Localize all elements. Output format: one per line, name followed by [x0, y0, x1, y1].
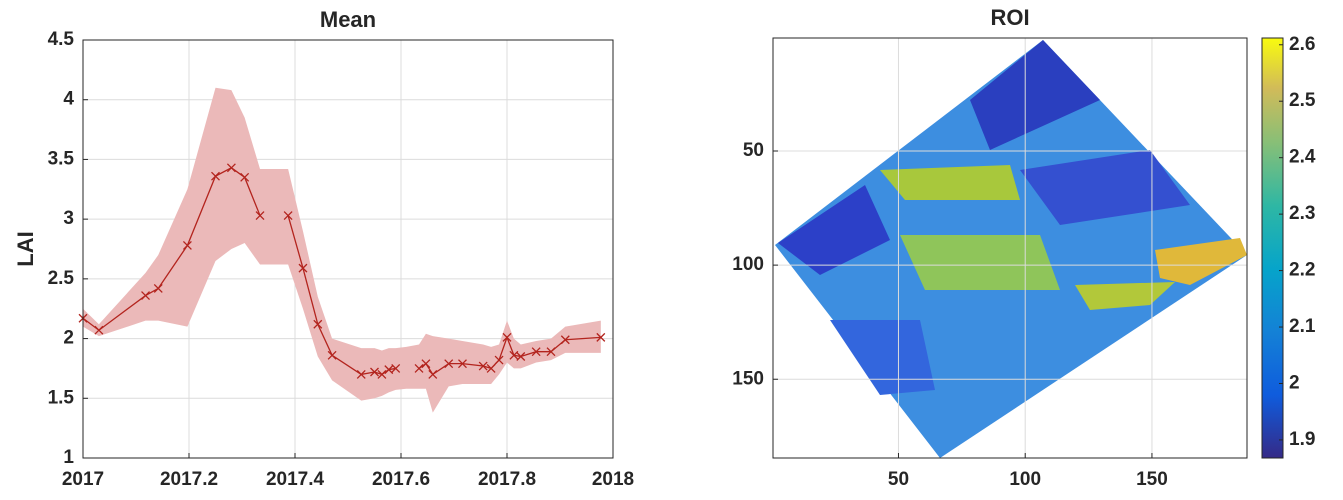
chart-title: ROI — [990, 5, 1029, 30]
x-tick-label: 2017.6 — [372, 469, 430, 490]
heat-field — [880, 165, 1020, 200]
y-axis-label: LAI — [13, 231, 38, 266]
x-tick-label: 100 — [1009, 469, 1041, 490]
colorbar-tick-label: 1.9 — [1289, 429, 1315, 450]
y-tick-label: 2 — [63, 328, 74, 349]
y-tick-label: 1.5 — [48, 387, 75, 408]
y-tick-label: 4.5 — [48, 29, 75, 50]
y-tick-label: 100 — [732, 254, 764, 275]
y-tick-label: 1 — [63, 447, 74, 468]
x-tick-label: 2017.8 — [478, 469, 536, 490]
y-tick-label: 3 — [63, 208, 74, 229]
y-tick-label: 3.5 — [48, 148, 75, 169]
x-tick-label: 150 — [1136, 469, 1168, 490]
y-tick-label: 50 — [743, 140, 764, 161]
colorbar-tick-label: 2.5 — [1289, 90, 1316, 111]
colorbar-tick-label: 2.4 — [1289, 147, 1316, 168]
colorbar-tick-label: 2.3 — [1289, 203, 1315, 224]
x-tick-label: 2017.4 — [266, 469, 325, 490]
chart: 2017 2017.2 2017.4 2017.6 2017.8 2018 1 1.5 2 2.5… — [0, 0, 1343, 495]
colorbar-tick-label: 2.6 — [1289, 34, 1315, 55]
y-tick-label: 2.5 — [48, 268, 75, 289]
chart-title: Mean — [320, 7, 376, 32]
x-tick-label: 2017 — [62, 469, 104, 490]
colorbar-tick-label: 2.1 — [1289, 316, 1316, 337]
heat-field — [900, 235, 1060, 290]
x-tick-label: 50 — [888, 469, 909, 490]
colorbar-tick-label: 2.2 — [1289, 260, 1315, 281]
x-tick-label: 2017.2 — [160, 469, 218, 490]
x-tick-label: 2018 — [592, 469, 634, 490]
y-tick-label: 4 — [63, 89, 74, 110]
y-tick-label: 150 — [732, 368, 764, 389]
colorbar-tick-label: 2 — [1289, 372, 1300, 393]
